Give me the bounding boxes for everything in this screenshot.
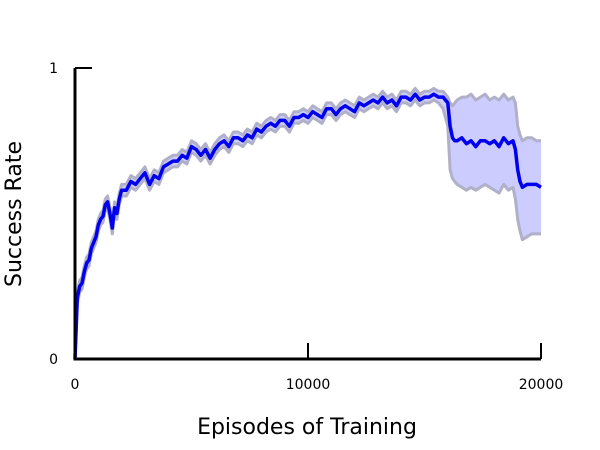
y-axis-label: Success Rate	[2, 141, 27, 287]
series-line-layer	[73, 92, 542, 360]
success-rate-line	[73, 92, 542, 360]
x-tick-label: 20000	[519, 377, 564, 393]
x-tick-label: 0	[71, 377, 80, 393]
y-tick-label: 0	[49, 352, 58, 368]
y-tick-label: 1	[49, 61, 58, 77]
tick-layer: 0 10000 20000 0 1	[49, 61, 563, 393]
confidence-band	[75, 88, 541, 360]
x-tick-label: 10000	[286, 377, 331, 393]
confidence-band-layer	[73, 86, 541, 360]
x-axis-label: Episodes of Training	[197, 415, 417, 440]
